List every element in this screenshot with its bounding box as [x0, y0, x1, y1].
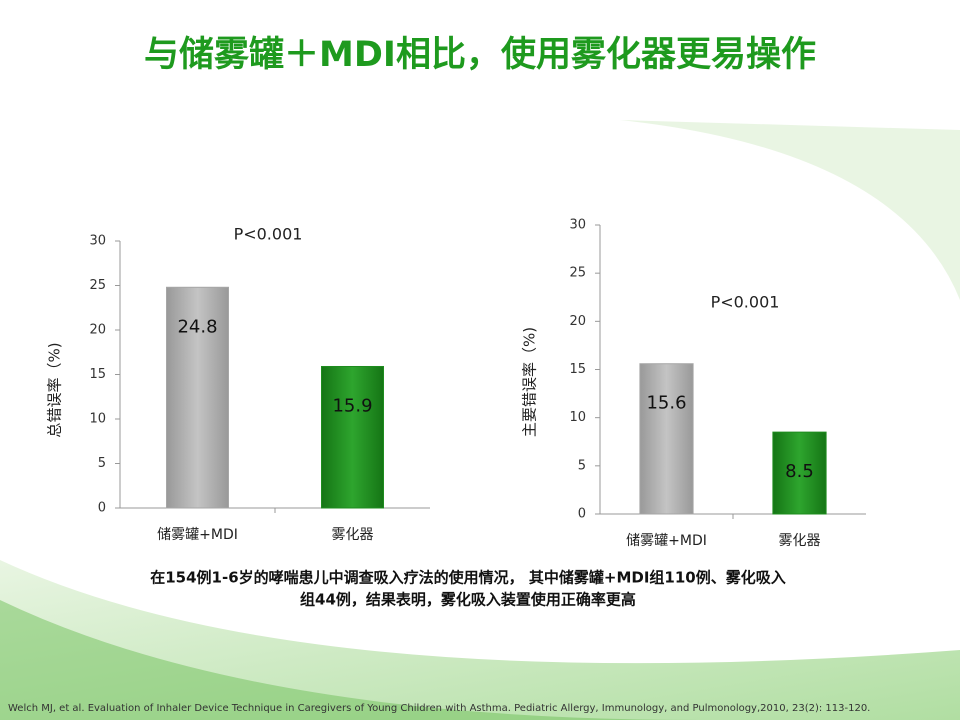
y-axis-label: 总错误率（%)	[46, 342, 64, 437]
swoosh	[620, 120, 960, 300]
slide-title: 与储雾罐＋MDI相比，使用雾化器更易操作	[144, 35, 816, 75]
x-tick-label: 储雾罐+MDI	[157, 527, 238, 543]
caption: 组44例，结果表明，雾化吸入装置使用正确率更高	[300, 591, 636, 609]
x-tick-label: 雾化器	[332, 527, 374, 543]
y-tick-label: 25	[89, 278, 106, 293]
y-tick-label: 10	[569, 410, 586, 425]
value-label: 8.5	[785, 461, 814, 482]
y-tick-label: 10	[89, 412, 106, 427]
annotation: P<0.001	[234, 225, 303, 244]
y-tick-label: 5	[578, 458, 586, 473]
x-tick-label: 雾化器	[779, 533, 821, 549]
x-tick-label: 储雾罐+MDI	[626, 533, 707, 549]
y-tick-label: 0	[98, 501, 106, 516]
caption: 在154例1-6岁的哮喘患儿中调查吸入疗法的使用情况， 其中储雾罐+MDI组11…	[150, 569, 785, 587]
y-tick-label: 30	[569, 218, 586, 233]
y-tick-label: 30	[89, 234, 106, 249]
bar	[321, 365, 384, 509]
y-tick-label: 15	[89, 367, 106, 382]
y-tick-label: 25	[569, 266, 586, 281]
value-label: 15.9	[332, 395, 372, 416]
y-tick-label: 20	[569, 314, 586, 329]
bar	[772, 431, 827, 515]
y-tick-label: 20	[89, 323, 106, 338]
swoosh	[0, 600, 700, 720]
value-label: 15.6	[646, 393, 686, 414]
y-tick-label: 0	[578, 507, 586, 522]
y-tick-label: 5	[98, 456, 106, 471]
bar	[639, 363, 694, 515]
chart-panel	[75, 225, 440, 550]
annotation: P<0.001	[711, 293, 780, 312]
bar	[166, 286, 229, 509]
reference: Welch MJ, et al. Evaluation of Inhaler D…	[8, 703, 870, 714]
y-tick-label: 15	[569, 362, 586, 377]
y-axis-label: 主要错误率（%)	[521, 327, 539, 437]
value-label: 24.8	[177, 316, 217, 337]
